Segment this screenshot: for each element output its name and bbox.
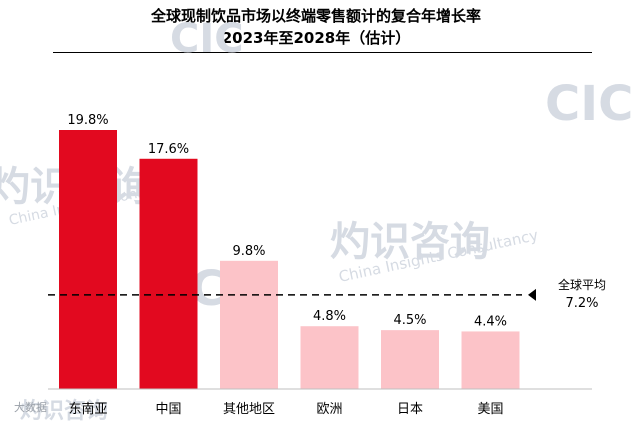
x-labels-layer: 东南亚 中国 其他地区 欧洲 日本 美国 [68,401,503,417]
watermark-cic-right: CIC [545,76,632,132]
bar-5 [381,330,439,389]
chart-title: 全球现制饮品市场以终端零售额计的复合年增长率 [150,7,481,25]
average-value: 7.2% [565,296,598,311]
bar-4 [300,326,359,389]
bar-value-label-5: 4.5% [393,313,426,328]
watermark-corner-text: 大数据 [14,400,47,414]
bar-value-label-6: 4.4% [474,314,507,329]
bars-layer: 19.8% 17.6% 9.8% 4.8% 4.5% 4.4% [48,113,592,390]
category-label-6: 美国 [477,402,503,417]
bar-value-label-1: 19.8% [67,113,108,128]
bar-2 [139,158,198,389]
category-label-2: 中国 [155,402,181,417]
category-label-4: 欧洲 [316,402,342,417]
category-label-1: 东南亚 [68,401,107,417]
average-arrow-icon [528,288,536,301]
bar-1 [59,130,117,389]
bar-6 [461,331,520,389]
category-label-3: 其他地区 [223,402,275,417]
bar-value-label-4: 4.8% [313,309,346,324]
average-label: 全球平均 [558,277,606,292]
chart-subtitle: 2023年至2028年（估计） [221,29,411,47]
bar-value-label-2: 17.6% [148,142,189,157]
bar-3 [220,260,278,389]
category-label-5: 日本 [397,402,423,417]
reference-line-layer: 全球平均 7.2% [48,277,606,311]
watermark-cn-center: 灼识咨询 [330,219,490,265]
bar-value-label-3: 9.8% [232,244,265,259]
title-rule [53,52,592,53]
watermark-cic-top: CIC [170,16,244,62]
watermark-cn-bottom: 灼识咨询 [20,398,108,422]
